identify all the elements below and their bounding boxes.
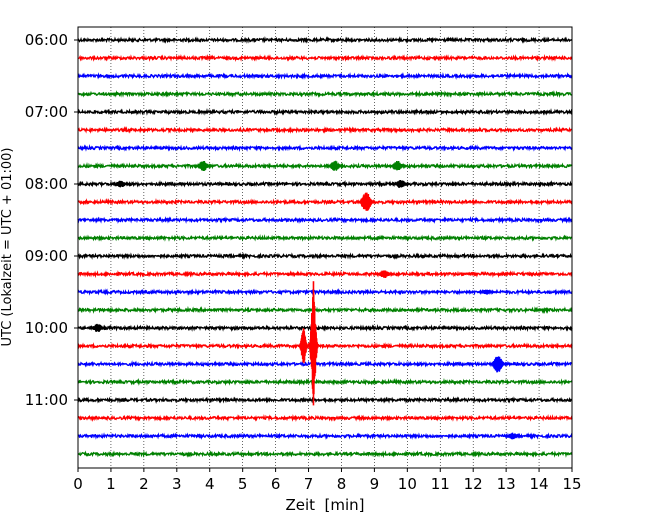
x-tick-label: 8 [337, 475, 347, 493]
trace-0730 [77, 144, 573, 152]
trace-1100 [77, 396, 573, 404]
x-tick-label: 2 [139, 475, 149, 493]
seismic-event [193, 161, 213, 172]
trace-0645 [77, 90, 573, 99]
trace-0830 [77, 215, 573, 224]
plot-frame [77, 26, 573, 469]
y-tick-label: 11:00 [25, 391, 68, 409]
trace-0630 [77, 71, 573, 80]
y-axis-ticks: 06:00 07:00 08:00 09:00 10:00 11:00 [25, 31, 78, 409]
trace-1130 [77, 432, 573, 441]
y-tick-label: 08:00 [25, 175, 68, 193]
seismic-event [111, 180, 131, 188]
x-tick-label: 15 [562, 475, 581, 493]
event-layer [88, 160, 523, 440]
y-tick-label: 10:00 [25, 319, 68, 337]
x-axis-label: Zeit [min] [285, 496, 364, 514]
trace-0800 [77, 179, 573, 188]
x-axis-ticks: 0 1 2 3 4 5 6 7 8 9 10 11 12 13 14 15 [73, 468, 582, 493]
seismic-event [388, 161, 407, 171]
trace-layer [77, 36, 573, 459]
trace-0900 [77, 252, 573, 261]
seismic-event [477, 288, 496, 296]
trace-0700 [77, 108, 573, 116]
seismic-event [325, 160, 345, 171]
trace-0815 [77, 197, 573, 207]
seismic-event [297, 328, 310, 364]
trace-0715 [77, 126, 573, 135]
x-tick-label: 14 [530, 475, 549, 493]
trace-0745 [77, 162, 573, 170]
trace-0915 [77, 270, 573, 279]
y-tick-label: 09:00 [25, 247, 68, 265]
y-tick-label: 07:00 [25, 103, 68, 121]
trace-0600 [77, 36, 573, 44]
y-tick-label: 06:00 [25, 31, 68, 49]
seismic-event [374, 270, 394, 279]
trace-1145 [77, 450, 573, 459]
x-tick-label: 5 [238, 475, 248, 493]
seismic-event [356, 192, 376, 211]
trace-0615 [77, 53, 573, 62]
x-tick-label: 6 [271, 475, 281, 493]
x-tick-label: 10 [398, 475, 417, 493]
trace-1015 [77, 342, 573, 350]
x-tick-label: 11 [431, 475, 450, 493]
trace-0945 [77, 305, 573, 314]
x-tick-label: 1 [106, 475, 116, 493]
seismic-event [488, 356, 508, 373]
x-tick-label: 13 [497, 475, 516, 493]
seismic-event [88, 323, 108, 332]
x-tick-label: 12 [464, 475, 483, 493]
x-tick-label: 4 [205, 475, 215, 493]
seismic-event [503, 432, 523, 440]
trace-1045 [77, 377, 573, 387]
x-tick-label: 3 [172, 475, 182, 493]
trace-0845 [77, 234, 573, 243]
x-tick-label: 7 [304, 475, 314, 493]
trace-1115 [77, 413, 573, 422]
x-tick-label: 9 [370, 475, 380, 493]
y-axis-label: UTC (Lokalzeit = UTC + 01:00) [0, 148, 15, 347]
x-tick-label: 0 [73, 475, 83, 493]
seismic-event [391, 179, 411, 188]
trace-1000 [77, 323, 573, 332]
